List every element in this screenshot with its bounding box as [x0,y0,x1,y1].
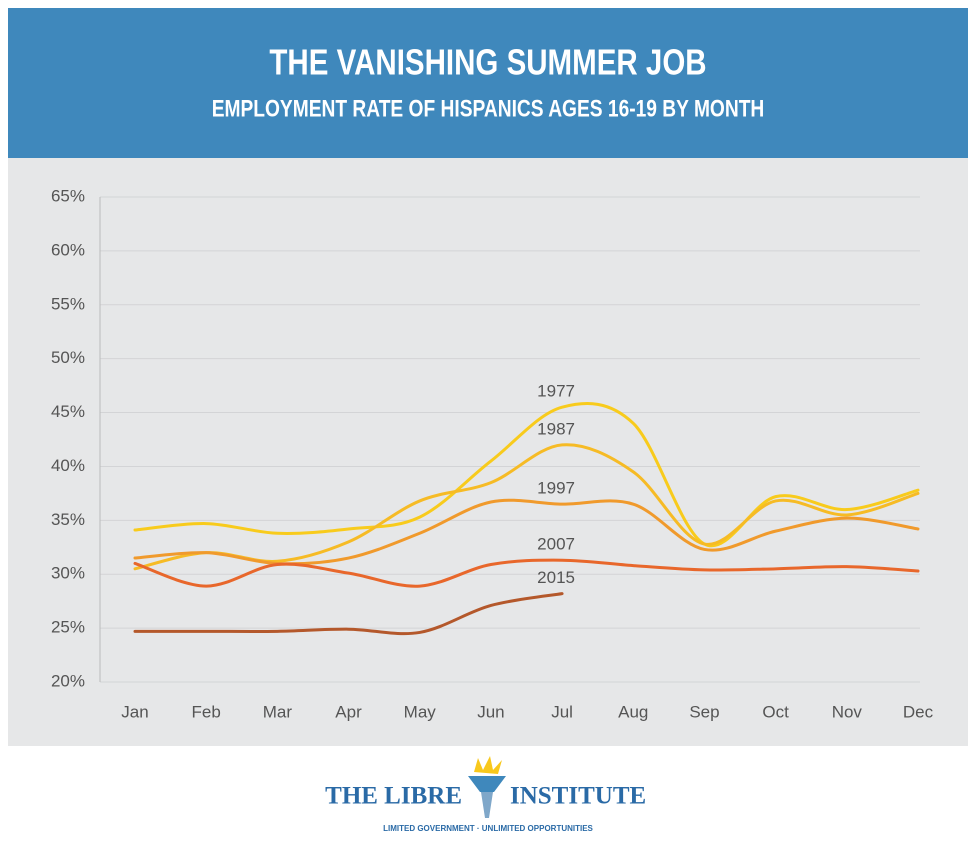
series-line [133,558,920,588]
x-tick-label: Nov [832,702,863,721]
series-line [133,443,920,571]
series-line [133,592,564,636]
torch-cup [468,776,506,792]
y-tick-label: 65% [51,186,85,205]
series-label: 2007 [537,535,575,554]
logo-name-right: INSTITUTE [510,783,646,810]
torch-flame [474,756,502,774]
x-tick-label: Oct [762,702,789,721]
x-tick-label: Jul [551,702,573,721]
series-label: 2015 [537,568,575,587]
y-tick-label: 20% [51,671,85,690]
logo-name-left: THE LIBRE [325,783,462,810]
x-tick-label: Mar [263,702,293,721]
series-label: 1987 [537,419,575,438]
y-tick-label: 45% [51,402,85,421]
plot: 20% 25% 30% 35% 40% 45% 50% 55% 60% 65% Jan Feb Mar A… [51,186,934,721]
logo: THE LIBRE INSTITUTE LIMITED GOVERNMENT ·… [325,756,646,833]
x-tick-label: Apr [335,702,362,721]
series-label: 1977 [537,382,575,401]
y-tick-label: 50% [51,348,85,367]
series-line [133,402,920,548]
x-tick-label: May [404,702,437,721]
y-tick-label: 35% [51,510,85,529]
y-tick-label: 30% [51,564,85,583]
plot-background [8,158,968,746]
chart-title: THE VANISHING SUMMER JOB [269,42,706,82]
x-tick-label: Aug [618,702,648,721]
x-tick-label: Dec [903,702,934,721]
x-tick-label: Jan [121,702,148,721]
logo-tagline: LIMITED GOVERNMENT · UNLIMITED OPPORTUNI… [383,824,593,833]
series-label: 1997 [537,479,575,498]
torch-handle [481,792,493,818]
x-tick-label: Jun [477,702,504,721]
x-tick-label: Sep [689,702,719,721]
y-tick-label: 40% [51,456,85,475]
header-band [8,8,968,158]
chart-subtitle: EMPLOYMENT RATE OF HISPANICS AGES 16-19 … [212,94,765,122]
y-tick-label: 60% [51,240,85,259]
y-tick-label: 25% [51,618,85,637]
series-line [133,498,920,566]
y-tick-label: 55% [51,294,85,313]
x-tick-label: Feb [192,702,221,721]
